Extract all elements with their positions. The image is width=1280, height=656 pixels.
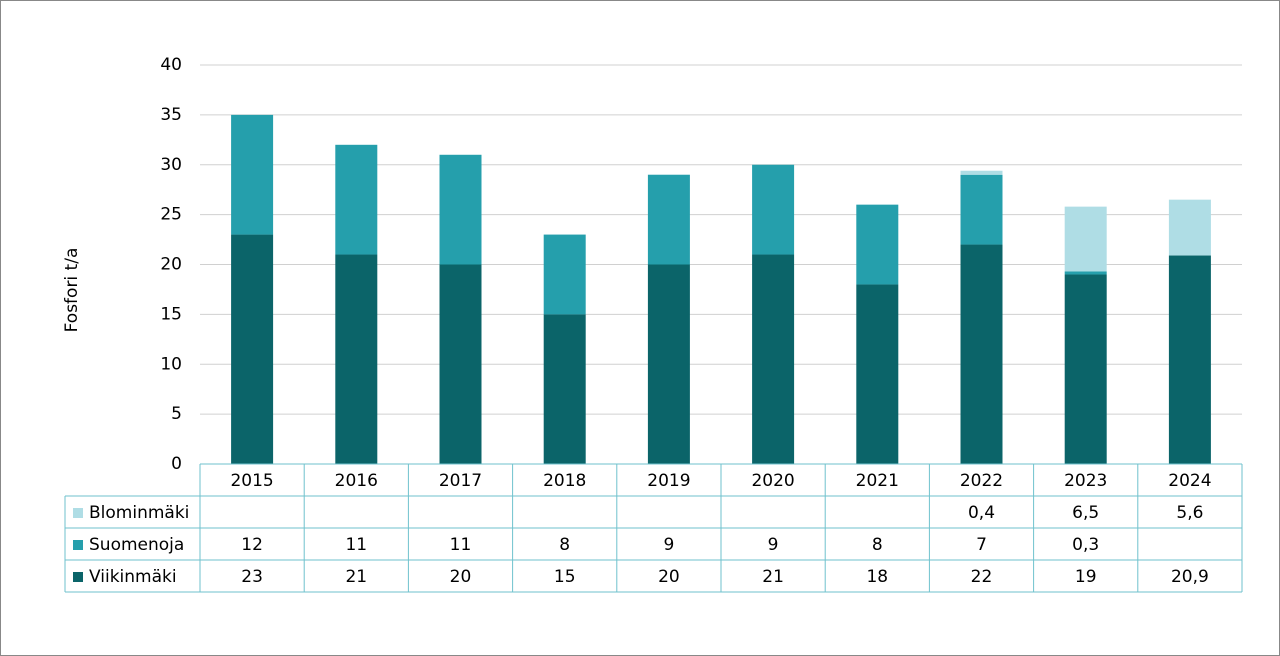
legend-label: Suomenoja — [89, 535, 184, 555]
bar-segment — [439, 154, 482, 265]
table-value: 20 — [658, 567, 680, 587]
x-tick-label: 2021 — [856, 471, 899, 491]
y-axis-label: Fosfori t/a — [62, 248, 82, 333]
table-value: 0,4 — [968, 503, 995, 523]
table-value: 11 — [345, 535, 367, 555]
legend-label: Blominmäki — [89, 503, 189, 523]
y-tick-label: 40 — [160, 55, 182, 75]
bar-segment — [752, 254, 795, 464]
y-tick-label: 35 — [160, 105, 182, 125]
x-tick-label: 2020 — [751, 471, 794, 491]
table-value: 8 — [559, 535, 570, 555]
bar-segment — [960, 170, 1003, 175]
bar-segment — [647, 264, 690, 464]
bar-segment — [960, 244, 1003, 464]
bar-segment — [543, 314, 586, 464]
table-value: 9 — [663, 535, 674, 555]
table-value: 12 — [241, 535, 263, 555]
table-value: 22 — [971, 567, 993, 587]
table-value: 11 — [450, 535, 472, 555]
y-tick-label: 15 — [160, 304, 182, 324]
x-tick-label: 2018 — [543, 471, 586, 491]
bar-segment — [335, 144, 378, 255]
y-tick-label: 5 — [171, 404, 182, 424]
y-tick-label: 30 — [160, 155, 182, 175]
table-value: 6,5 — [1072, 503, 1099, 523]
bar-segment — [856, 204, 899, 285]
bar-segment — [960, 174, 1003, 245]
table-value: 5,6 — [1176, 503, 1203, 523]
table-value: 20,9 — [1171, 567, 1209, 587]
y-tick-label: 20 — [160, 255, 182, 275]
bar-segment — [856, 284, 899, 464]
table-value: 7 — [976, 535, 987, 555]
bar-segment — [231, 234, 274, 464]
x-tick-label: 2017 — [439, 471, 482, 491]
y-tick-label: 25 — [160, 205, 182, 225]
x-tick-label: 2023 — [1064, 471, 1107, 491]
bar-segment — [647, 174, 690, 265]
bar-segment — [439, 264, 482, 464]
x-tick-label: 2019 — [647, 471, 690, 491]
x-tick-label: 2015 — [230, 471, 273, 491]
x-tick-label: 2016 — [335, 471, 378, 491]
bar-segment — [1064, 274, 1107, 464]
table-value: 23 — [241, 567, 263, 587]
table-value: 20 — [450, 567, 472, 587]
table-value: 21 — [762, 567, 784, 587]
table-value: 21 — [345, 567, 367, 587]
table-value: 18 — [866, 567, 888, 587]
bar-segment — [335, 254, 378, 464]
bar-segment — [752, 164, 795, 255]
bar-segment — [231, 114, 274, 235]
bar-segment — [543, 234, 586, 315]
table-value: 15 — [554, 567, 576, 587]
bar-segment — [1064, 271, 1107, 275]
table-value: 0,3 — [1072, 535, 1099, 555]
table-value: 8 — [872, 535, 883, 555]
table-value: 9 — [768, 535, 779, 555]
y-tick-label: 0 — [171, 454, 182, 474]
table-value: 19 — [1075, 567, 1097, 587]
legend-swatch — [73, 540, 83, 550]
bar-segment — [1168, 255, 1211, 464]
bar-segment — [1064, 206, 1107, 272]
legend-swatch — [73, 508, 83, 518]
bar-segment — [1168, 199, 1211, 256]
x-tick-label: 2024 — [1168, 471, 1211, 491]
x-tick-label: 2022 — [960, 471, 1003, 491]
legend-swatch — [73, 572, 83, 582]
y-tick-label: 10 — [160, 354, 182, 374]
legend-label: Viikinmäki — [89, 567, 177, 587]
